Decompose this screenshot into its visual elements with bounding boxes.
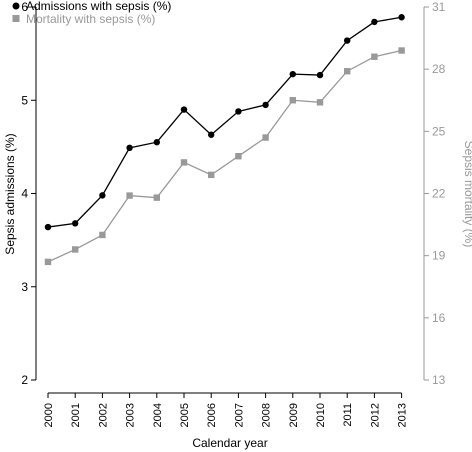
series-point-0 bbox=[44, 223, 52, 231]
series-point-1 bbox=[398, 47, 405, 54]
series-point-1 bbox=[72, 246, 79, 253]
series-line-0 bbox=[47, 16, 402, 228]
series-point-0 bbox=[344, 37, 351, 44]
left-tick-label: 5 bbox=[21, 93, 28, 107]
x-tick-label: 2008 bbox=[261, 403, 273, 427]
x-tick-label: 2004 bbox=[152, 403, 164, 427]
x-tick-label: 2007 bbox=[233, 403, 245, 427]
legend-marker-admissions bbox=[12, 2, 20, 10]
right-axis: 13 16 19 22 25 28 31 bbox=[423, 0, 446, 387]
series-point-1 bbox=[153, 194, 160, 201]
x-tick-label: 2005 bbox=[179, 403, 191, 427]
x-tick-label: 2011 bbox=[342, 403, 354, 427]
series-line-1 bbox=[47, 49, 402, 263]
x-tick-label: 2003 bbox=[125, 403, 137, 427]
x-tick-label: 2009 bbox=[288, 403, 300, 427]
series-point-0 bbox=[289, 70, 296, 78]
series-point-1 bbox=[208, 171, 215, 179]
series-point-0 bbox=[398, 14, 405, 21]
series-point-1 bbox=[262, 134, 269, 141]
series-point-1 bbox=[180, 159, 188, 166]
series-point-1 bbox=[316, 99, 324, 106]
series-point-1 bbox=[235, 153, 242, 160]
series-point-0 bbox=[99, 192, 106, 199]
series-point-1 bbox=[44, 258, 52, 266]
series-point-0 bbox=[153, 139, 160, 146]
series-point-0 bbox=[235, 108, 242, 115]
legend: Admissions with sepsis (%) Mortality wit… bbox=[12, 0, 171, 26]
x-axis: 2000 2001 2002 2003 2004 2005 2006 2007 2008 2009… bbox=[43, 392, 409, 427]
series-point-0 bbox=[262, 101, 269, 109]
series-point-1 bbox=[99, 231, 106, 239]
right-tick-label: 16 bbox=[432, 311, 446, 325]
right-tick-label: 22 bbox=[432, 187, 446, 201]
right-tick-label: 31 bbox=[432, 0, 446, 14]
right-tick-label: 19 bbox=[432, 249, 446, 263]
series-point-1 bbox=[344, 68, 351, 75]
x-tick-label: 2012 bbox=[369, 403, 381, 427]
legend-marker-mortality bbox=[12, 15, 20, 22]
series-point-0 bbox=[208, 131, 215, 138]
series-point-1 bbox=[371, 53, 378, 60]
series-point-0 bbox=[371, 18, 378, 26]
x-axis-title: Calendar year bbox=[192, 436, 267, 450]
plot-area bbox=[44, 14, 405, 266]
right-tick-label: 25 bbox=[432, 124, 446, 138]
x-tick-label: 2010 bbox=[315, 403, 327, 427]
series-point-1 bbox=[289, 97, 296, 104]
right-tick-label: 28 bbox=[432, 62, 446, 76]
x-tick-label: 2006 bbox=[206, 403, 218, 427]
series-point-0 bbox=[180, 106, 188, 113]
series-point-1 bbox=[126, 192, 133, 199]
y-axis-right-title: Sepsis mortality (%) bbox=[462, 141, 472, 248]
right-tick-label: 13 bbox=[432, 373, 446, 387]
y-axis-left-title: Sepsis admissions (%) bbox=[3, 133, 17, 254]
left-tick-label: 6 bbox=[21, 0, 28, 14]
legend-label-mortality: Mortality with sepsis (%) bbox=[26, 12, 155, 26]
series-point-0 bbox=[316, 71, 324, 79]
left-tick-label: 2 bbox=[21, 373, 28, 387]
left-axis: 2 3 4 5 6 bbox=[21, 0, 37, 387]
x-tick-label: 2001 bbox=[70, 403, 82, 427]
left-tick-label: 3 bbox=[21, 280, 28, 294]
series-point-0 bbox=[126, 144, 133, 152]
left-tick-label: 4 bbox=[21, 187, 28, 201]
x-tick-label: 2013 bbox=[397, 403, 409, 427]
series-point-0 bbox=[72, 220, 79, 227]
x-tick-label: 2000 bbox=[43, 403, 55, 427]
x-tick-label: 2002 bbox=[97, 403, 109, 427]
legend-label-admissions: Admissions with sepsis (%) bbox=[26, 0, 171, 13]
